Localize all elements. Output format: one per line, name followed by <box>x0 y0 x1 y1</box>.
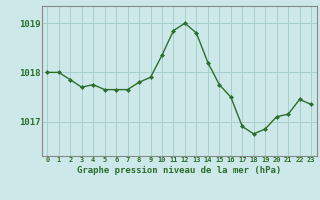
X-axis label: Graphe pression niveau de la mer (hPa): Graphe pression niveau de la mer (hPa) <box>77 166 281 175</box>
